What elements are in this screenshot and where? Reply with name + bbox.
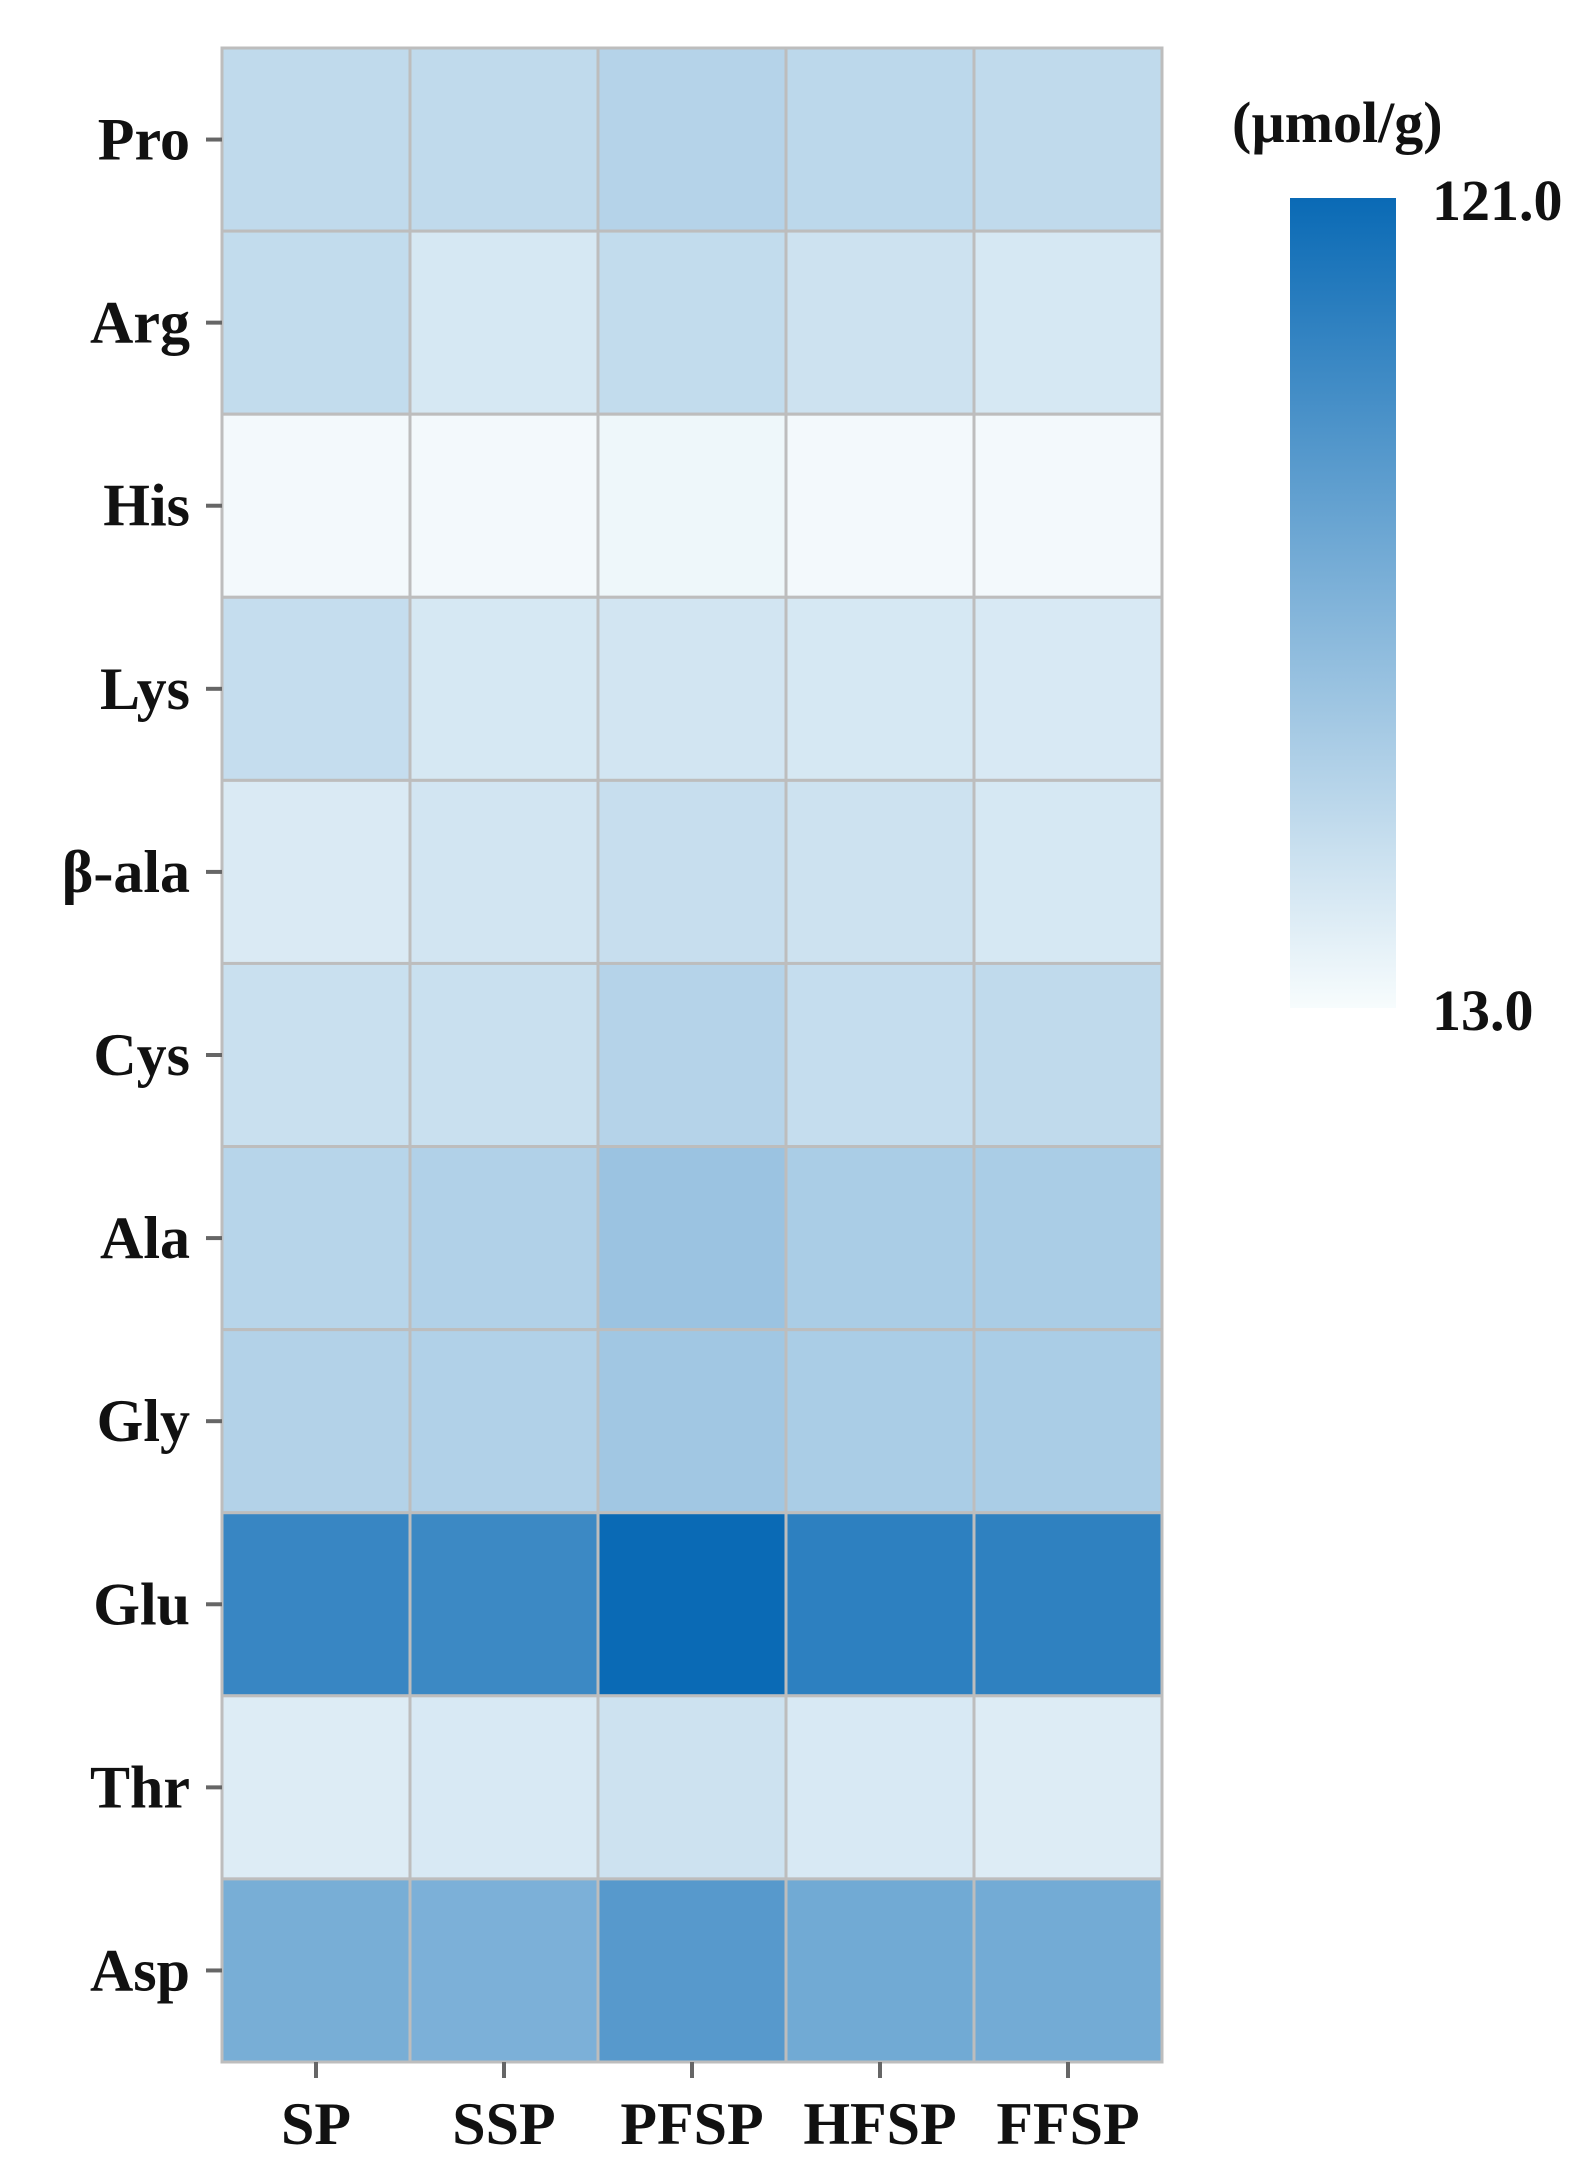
heatmap-cell-cys-ssp [408, 961, 600, 1149]
heatmap-cell-glu-sp [220, 1511, 412, 1698]
y-tick-label-his: His [103, 473, 190, 539]
heatmap-cell-lys-ssp [408, 595, 600, 782]
heatmap-cell-his-ssp [408, 412, 600, 599]
heatmap-cell-lys-pfsp [596, 595, 788, 782]
heatmap-cell-ala-pfsp [596, 1145, 788, 1332]
heatmap-cell-arg-pfsp [596, 229, 788, 416]
y-tick-label-thr: Thr [90, 1754, 190, 1820]
y-tick-label-cys: Cys [93, 1022, 190, 1088]
y-tick-label-pro: Pro [98, 107, 190, 173]
heatmap-cell-arg-ffsp [972, 229, 1164, 416]
heatmap-cell-ala-sp [220, 1145, 412, 1332]
heatmap-cell-his-pfsp [596, 412, 788, 599]
x-tick-label-sp: SP [281, 2091, 351, 2157]
heatmap-cell-thr-ffsp [972, 1694, 1164, 1881]
heatmap-cell-asp-pfsp [596, 1877, 788, 2064]
colorbar-min-label: 13.0 [1432, 978, 1534, 1043]
heatmap-cell-gly-ffsp [972, 1328, 1164, 1515]
heatmap-cell-ala-ffsp [972, 778, 1164, 965]
heatmap-cell-asp-sp [220, 1877, 412, 2064]
heatmap-cells [220, 46, 1164, 2064]
heatmap-cell-pro-hfsp [784, 46, 976, 233]
heatmap-cell-cys-ffsp [972, 961, 1164, 1149]
heatmap-cell-thr-hfsp [784, 1694, 976, 1881]
heatmap-cell-asp-ffsp [972, 1877, 1164, 2064]
heatmap-cell-pro-ffsp [972, 46, 1164, 233]
heatmap-cell-arg-hfsp [784, 229, 976, 416]
heatmap-cell-thr-ssp [408, 1694, 600, 1881]
colorbar-title: (µmol/g) [1232, 90, 1443, 155]
heatmap-cell-glu-hfsp [784, 1511, 976, 1698]
y-tick-label-lys: Lys [100, 656, 190, 722]
heatmap-cell-ala-hfsp [784, 1145, 976, 1332]
heatmap-cell-ala-pfsp [596, 778, 788, 965]
y-tick-label-gly: Gly [97, 1388, 190, 1454]
heatmap-cell-cys-hfsp [784, 961, 976, 1149]
heatmap-cell-arg-ssp [408, 229, 600, 416]
colorbar-gradient [1290, 198, 1396, 1008]
heatmap-cell-cys-pfsp [596, 961, 788, 1149]
heatmap-cell-gly-ssp [408, 1328, 600, 1515]
colorbar-legend: (µmol/g) 121.0 13.0 [1232, 90, 1563, 1043]
heatmap-cell-arg-sp [220, 229, 412, 416]
heatmap-cell-glu-pfsp [596, 1511, 788, 1698]
y-tick-label-ala: β-ala [62, 839, 190, 905]
heatmap-cell-gly-hfsp [784, 1328, 976, 1515]
heatmap-cell-thr-pfsp [596, 1694, 788, 1881]
heatmap-cell-cys-sp [220, 961, 412, 1149]
y-tick-label-glu: Glu [93, 1571, 190, 1637]
heatmap-cell-his-hfsp [784, 412, 976, 599]
heatmap-cell-ala-ssp [408, 1145, 600, 1332]
heatmap-cell-pro-sp [220, 46, 412, 233]
y-tick-label-arg: Arg [90, 290, 190, 356]
x-axis-labels: SP SSP PFSP HFSP FFSP [281, 2091, 1140, 2157]
colorbar-max-label: 121.0 [1432, 168, 1563, 233]
heatmap-cell-glu-ssp [408, 1511, 600, 1698]
heatmap-cell-pro-ssp [408, 46, 600, 233]
x-tick-label-ffsp: FFSP [996, 2091, 1139, 2157]
x-tick-label-hfsp: HFSP [803, 2091, 956, 2157]
heatmap-cell-pro-pfsp [596, 46, 788, 233]
y-axis-labels: Pro Arg His Lys β-ala Cys Ala Gly Glu Thr Asp [62, 107, 190, 2004]
heatmap-cell-asp-ssp [408, 1877, 600, 2064]
y-tick-label-ala: Ala [100, 1205, 190, 1271]
heatmap-cell-ala-sp [220, 778, 412, 965]
axis-ticks [206, 137, 1070, 2078]
heatmap-cell-thr-sp [220, 1694, 412, 1881]
heatmap-cell-ala-ffsp [972, 1145, 1164, 1332]
heatmap-cell-gly-pfsp [596, 1328, 788, 1515]
heatmap-cell-his-sp [220, 412, 412, 599]
y-tick-label-asp: Asp [90, 1937, 190, 2003]
heatmap-cell-glu-ffsp [972, 1511, 1164, 1698]
heatmap-cell-lys-hfsp [784, 595, 976, 782]
heatmap-cell-ala-hfsp [784, 778, 976, 965]
heatmap-cell-lys-sp [220, 595, 412, 782]
x-tick-label-pfsp: PFSP [620, 2091, 763, 2157]
heatmap-cell-gly-sp [220, 1328, 412, 1515]
heatmap-cell-asp-hfsp [784, 1877, 976, 2064]
heatmap-cell-his-ffsp [972, 412, 1164, 599]
heatmap-cell-ala-ssp [408, 778, 600, 965]
heatmap-cell-lys-ffsp [972, 595, 1164, 782]
x-tick-label-ssp: SSP [452, 2091, 555, 2157]
